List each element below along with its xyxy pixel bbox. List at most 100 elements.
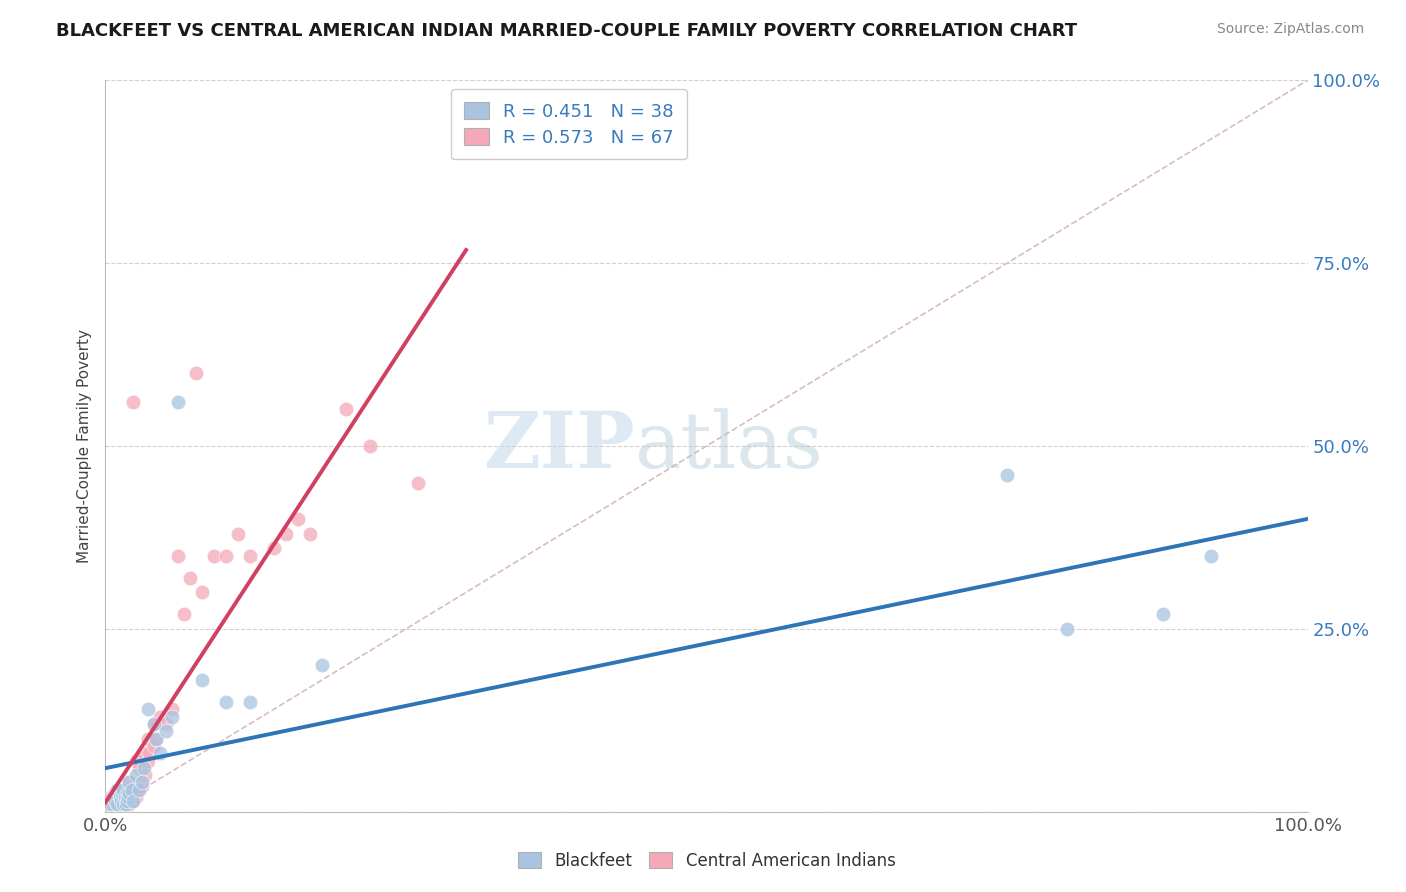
Point (173, 607, 195, 622)
Point (190, 673, 212, 687)
Point (115, 790, 138, 805)
Point (132, 746, 155, 760)
Point (148, 746, 170, 760)
Point (124, 790, 146, 805)
Text: atlas: atlas (634, 409, 823, 483)
Point (110, 790, 132, 805)
Point (112, 797, 135, 812)
Point (107, 794, 129, 808)
Point (214, 549, 236, 563)
Point (239, 549, 262, 563)
Point (118, 775, 141, 789)
Point (101, 794, 124, 808)
Point (111, 787, 134, 801)
Point (128, 761, 150, 775)
Point (287, 512, 309, 526)
Point (115, 782, 138, 797)
Point (103, 790, 125, 805)
Point (184, 366, 207, 380)
Point (121, 794, 143, 808)
Point (104, 794, 127, 808)
Point (1201, 549, 1223, 563)
Text: Source: ZipAtlas.com: Source: ZipAtlas.com (1216, 22, 1364, 37)
Point (406, 475, 429, 490)
Point (114, 790, 136, 805)
Point (115, 797, 138, 812)
Point (108, 797, 131, 812)
Point (1056, 622, 1078, 636)
Point (148, 709, 170, 723)
Point (128, 782, 150, 797)
Point (995, 468, 1018, 483)
Point (104, 787, 127, 801)
Point (118, 775, 141, 789)
Point (111, 797, 134, 812)
Point (155, 724, 177, 739)
Point (105, 797, 128, 812)
Legend: Blackfeet, Central American Indians: Blackfeet, Central American Indians (510, 846, 903, 877)
Point (100, 797, 122, 812)
Point (118, 787, 141, 801)
Point (359, 439, 381, 453)
Point (107, 782, 129, 797)
Point (131, 779, 153, 793)
Point (115, 787, 138, 801)
Point (114, 794, 136, 808)
Point (115, 794, 138, 808)
Point (134, 768, 156, 782)
Point (118, 790, 141, 805)
Point (117, 790, 139, 805)
Point (136, 702, 159, 716)
Point (145, 731, 167, 746)
Point (160, 702, 183, 716)
Point (226, 526, 249, 541)
Point (112, 790, 135, 805)
Point (127, 782, 149, 797)
Point (122, 395, 145, 409)
Point (124, 768, 146, 782)
Point (155, 717, 177, 731)
Point (118, 797, 141, 812)
Point (142, 739, 165, 753)
Point (202, 549, 225, 563)
Point (142, 717, 165, 731)
Point (108, 787, 131, 801)
Point (190, 585, 212, 599)
Text: ZIP: ZIP (482, 408, 634, 484)
Point (122, 794, 145, 808)
Point (131, 775, 153, 789)
Point (98, 797, 121, 812)
Point (166, 549, 188, 563)
Point (107, 782, 129, 797)
Point (166, 395, 188, 409)
Point (107, 790, 129, 805)
Point (121, 782, 143, 797)
Point (311, 658, 333, 673)
Text: BLACKFEET VS CENTRAL AMERICAN INDIAN MARRIED-COUPLE FAMILY POVERTY CORRELATION C: BLACKFEET VS CENTRAL AMERICAN INDIAN MAR… (56, 22, 1077, 40)
Point (263, 541, 285, 556)
Y-axis label: Married-Couple Family Poverty: Married-Couple Family Poverty (76, 329, 91, 563)
Point (112, 782, 135, 797)
Point (110, 794, 132, 808)
Point (274, 526, 297, 541)
Point (115, 797, 138, 812)
Point (107, 797, 129, 812)
Point (335, 402, 357, 417)
Point (138, 746, 160, 760)
Point (298, 526, 321, 541)
Point (132, 761, 155, 775)
Point (179, 571, 201, 585)
Point (214, 695, 236, 709)
Point (115, 787, 138, 801)
Point (145, 731, 167, 746)
Point (108, 790, 131, 805)
Point (100, 790, 122, 805)
Point (115, 797, 138, 812)
Point (160, 709, 183, 723)
Point (1152, 607, 1174, 622)
Point (111, 787, 134, 801)
Point (107, 797, 129, 812)
Point (124, 754, 146, 768)
Point (239, 695, 262, 709)
Point (103, 797, 125, 812)
